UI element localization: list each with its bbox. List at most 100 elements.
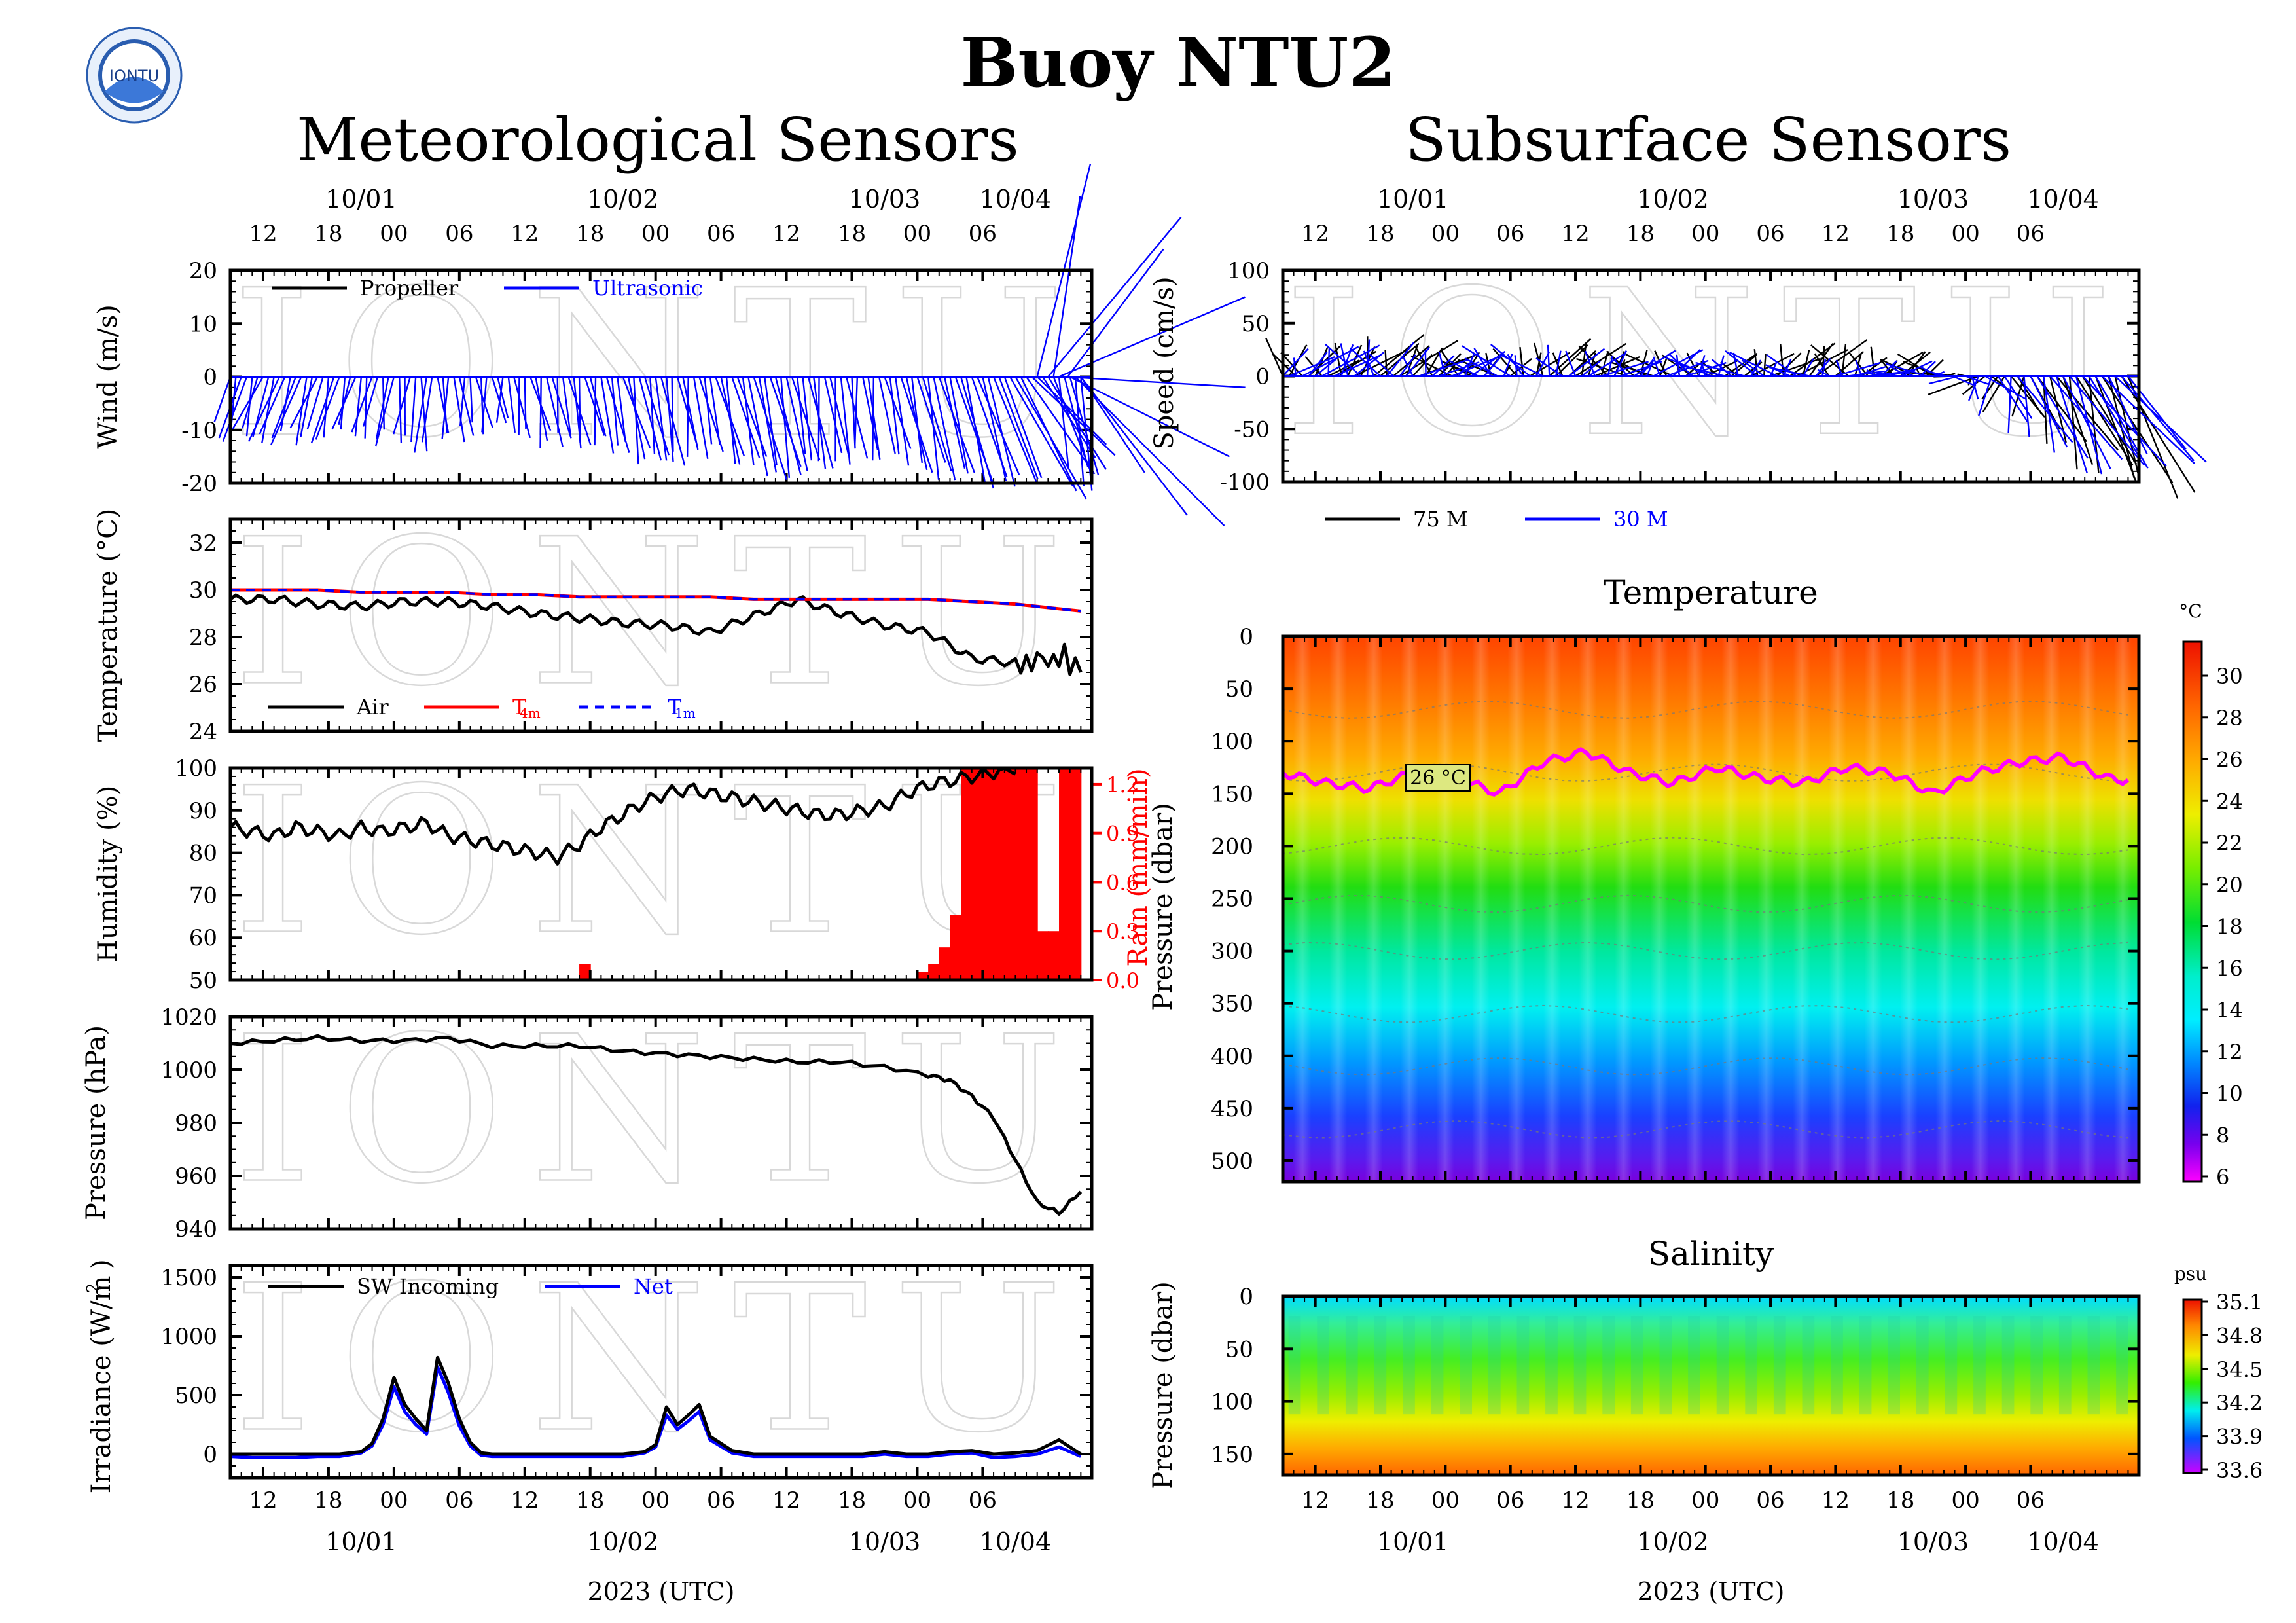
current-vector-stick xyxy=(2062,376,2094,465)
wind-vector-stick xyxy=(854,376,859,445)
wind-vector-stick xyxy=(731,376,761,458)
current-vector-stick xyxy=(1870,346,1876,376)
date-tick-label: 10/03 xyxy=(1897,1527,1969,1556)
colorbar-tick-label: 34.8 xyxy=(2216,1323,2263,1348)
wind-vector-stick xyxy=(987,376,1016,487)
hour-tick-label: 00 xyxy=(1951,221,1979,247)
y-tick-label: 30 xyxy=(189,577,217,604)
current-vector-stick xyxy=(1880,351,1924,377)
wind-vector-stick xyxy=(949,376,969,474)
isotherm-dotted xyxy=(1282,941,2128,960)
rain-bar xyxy=(994,768,1005,980)
heatmap-texture xyxy=(1973,1316,1986,1415)
current-vector-stick xyxy=(1412,354,1433,377)
hour-tick-label: 06 xyxy=(969,221,997,247)
wind-vector-stick xyxy=(271,376,297,439)
wind-vector-stick xyxy=(1069,376,1230,458)
wind-vector-stick xyxy=(686,376,689,457)
current-vector-stick xyxy=(1438,352,1446,376)
y2-tick-label: 1.2 xyxy=(1106,773,1139,797)
heatmap-texture xyxy=(1400,636,1419,1182)
y-tick-label: 32 xyxy=(189,530,217,556)
right-top-axis-labels: 10/01 10/02 10/03 10/04 12 18 00 06 12 18 00 06 12 18… xyxy=(1301,185,2099,247)
hour-tick-label: 12 xyxy=(1561,221,1589,247)
wind-vector-stick xyxy=(295,376,308,446)
heatmap-texture xyxy=(1543,636,1562,1182)
wind-vector-stick xyxy=(1047,216,1182,378)
hour-tick-label: 00 xyxy=(380,221,408,247)
humidity-panel: IONTU10090807060501.20.90.60.30.0Humidit… xyxy=(93,743,1153,994)
temperature-legend-t1m-subscript: 1m xyxy=(675,705,696,721)
current-vector-stick xyxy=(1414,345,1433,377)
heatmap-texture xyxy=(1602,1316,1615,1415)
current-vector-stick xyxy=(1968,376,1980,401)
heatmap-texture xyxy=(2042,636,2061,1182)
y-tick-label: 980 xyxy=(175,1110,217,1137)
salinity-section-ylabel: Pressure (dbar) xyxy=(1148,1281,1178,1489)
hour-tick-label: 12 xyxy=(772,1487,800,1514)
wind-vector-stick xyxy=(524,376,527,429)
temperature-air-line xyxy=(229,593,1083,676)
rain-bar xyxy=(1037,931,1049,980)
wind-vector-stick xyxy=(1009,376,1074,487)
heatmap-texture xyxy=(2058,1316,2072,1415)
wind-vector-stick xyxy=(512,376,531,439)
colorbar-tick-label: 10 xyxy=(2216,1082,2243,1106)
current-vector-stick xyxy=(1588,352,1627,377)
wind-vector-stick xyxy=(927,376,940,480)
heatmap-texture xyxy=(1471,636,1490,1182)
y-tick-label: 50 xyxy=(189,968,217,994)
hour-tick-label: 18 xyxy=(314,221,342,247)
wind-vector-stick xyxy=(306,376,324,429)
currents-legend-30m-label: 30 M xyxy=(1613,507,1668,532)
wind-vector-stick xyxy=(943,376,966,469)
hour-tick-label: 06 xyxy=(1756,221,1784,247)
current-vector-stick xyxy=(1613,358,1628,377)
wind-vector-stick xyxy=(1080,376,1188,516)
wind-vector-stick xyxy=(261,376,275,443)
heatmap-texture xyxy=(1345,1316,1358,1415)
heatmap-texture xyxy=(1573,1316,1587,1415)
y-tick-label: 90 xyxy=(189,798,217,824)
hour-tick-label: 18 xyxy=(1366,221,1394,247)
wind-vector-stick xyxy=(725,376,736,464)
hour-tick-label: 18 xyxy=(1626,1487,1655,1514)
current-vector-stick xyxy=(1848,351,1869,377)
wind-vector-stick xyxy=(649,376,656,454)
currents-axes-frame xyxy=(1281,268,2141,484)
y-tick-label: 50 xyxy=(1225,1336,1253,1362)
wind-vector-stick xyxy=(774,376,802,476)
heatmap-texture xyxy=(1650,636,1668,1182)
y-tick-label: -100 xyxy=(1220,469,1270,496)
current-vector-stick xyxy=(1890,366,1908,377)
heatmap-texture xyxy=(1545,1316,1558,1415)
current-vector-stick xyxy=(1802,350,1810,376)
current-vector-stick xyxy=(1386,342,1415,377)
rain-bar xyxy=(961,768,973,980)
heatmap-texture xyxy=(1436,636,1454,1182)
y-tick-label: 300 xyxy=(1211,939,1253,965)
colorbar-tick-label: 22 xyxy=(2216,831,2243,856)
current-vector-stick xyxy=(1369,354,1394,377)
colorbar-tick-label: 20 xyxy=(2216,873,2243,898)
current-vector-stick xyxy=(1439,349,1460,377)
left-xlabel: 2023 (UTC) xyxy=(588,1577,735,1606)
wind-vector-stick xyxy=(375,376,389,440)
hour-tick-label: 00 xyxy=(1691,1487,1719,1514)
date-tick-label: 10/03 xyxy=(849,1527,921,1556)
isotherm-dotted xyxy=(1282,1057,2128,1076)
current-vector-stick xyxy=(1897,353,1934,377)
y-tick-label: -10 xyxy=(181,418,217,444)
y-tick-label: 100 xyxy=(1211,1389,1253,1415)
wind-vector-stick xyxy=(867,376,881,460)
rain-bar xyxy=(971,768,984,980)
current-vector-stick xyxy=(1814,353,1830,377)
current-vector-stick xyxy=(1676,354,1681,376)
heatmap-texture xyxy=(1802,1316,1815,1415)
hour-tick-label: 06 xyxy=(1496,221,1524,247)
heatmap-texture xyxy=(1685,636,1704,1182)
y-tick-label: 1500 xyxy=(160,1265,217,1291)
wind-vector-stick xyxy=(976,376,1020,475)
current-vector-stick xyxy=(1321,344,1380,377)
